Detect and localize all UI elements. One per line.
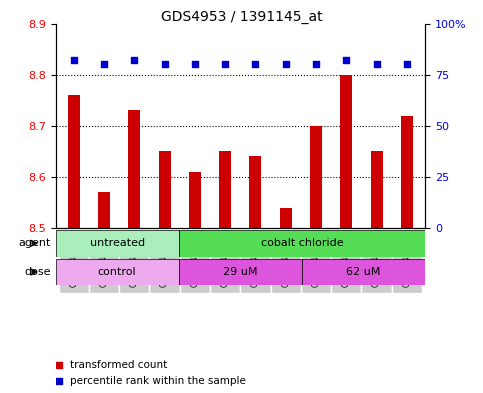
Point: [100, 61, 108, 68]
Text: GSM1240502: GSM1240502: [69, 236, 78, 287]
Bar: [249, 156, 261, 228]
Bar: [310, 126, 322, 228]
Point: [270, 156, 278, 162]
Bar: [361, 230, 392, 293]
Bar: [98, 192, 110, 228]
Text: GSM1240504: GSM1240504: [312, 236, 321, 287]
Bar: [128, 110, 141, 228]
Text: GSM1240506: GSM1240506: [221, 236, 229, 287]
Text: GSM1240513: GSM1240513: [402, 236, 412, 287]
Point: [191, 61, 199, 68]
Text: GSM1240511: GSM1240511: [160, 236, 169, 287]
Point: [70, 57, 78, 64]
Point: [252, 61, 259, 68]
Bar: [119, 230, 149, 293]
Bar: [179, 230, 425, 257]
Text: 62 uM: 62 uM: [346, 267, 381, 277]
Point: [312, 61, 320, 68]
Text: GDS4953 / 1391145_at: GDS4953 / 1391145_at: [161, 10, 322, 24]
Text: control: control: [98, 267, 136, 277]
Bar: [241, 230, 270, 293]
Bar: [270, 230, 301, 293]
Point: [161, 61, 169, 68]
Text: GSM1240503: GSM1240503: [190, 236, 199, 287]
Bar: [56, 230, 179, 257]
Bar: [301, 230, 331, 293]
Bar: [68, 95, 80, 228]
Text: percentile rank within the sample: percentile rank within the sample: [71, 376, 246, 386]
Bar: [58, 230, 89, 293]
Bar: [370, 151, 383, 228]
Bar: [158, 151, 170, 228]
Point: [130, 57, 138, 64]
Text: untreated: untreated: [89, 238, 145, 248]
Bar: [56, 259, 179, 285]
Bar: [180, 230, 210, 293]
Bar: [210, 230, 241, 293]
Text: GSM1240507: GSM1240507: [342, 236, 351, 287]
Bar: [189, 172, 201, 228]
Text: dose: dose: [24, 267, 51, 277]
Point: [403, 61, 411, 68]
Text: GSM1240509: GSM1240509: [251, 236, 260, 287]
Bar: [219, 151, 231, 228]
Point: [270, 299, 278, 305]
Bar: [179, 259, 302, 285]
Text: GSM1240505: GSM1240505: [99, 236, 109, 287]
Point: [373, 61, 381, 68]
Bar: [302, 259, 425, 285]
Point: [221, 61, 229, 68]
Bar: [89, 230, 119, 293]
Text: GSM1240510: GSM1240510: [372, 236, 381, 287]
Point: [342, 57, 350, 64]
Bar: [331, 230, 361, 293]
Text: transformed count: transformed count: [71, 360, 168, 371]
Point: [282, 61, 290, 68]
Text: agent: agent: [18, 238, 51, 248]
Text: 29 uM: 29 uM: [223, 267, 257, 277]
Bar: [401, 116, 413, 228]
Text: cobalt chloride: cobalt chloride: [260, 238, 343, 248]
Text: GSM1240508: GSM1240508: [130, 236, 139, 287]
Bar: [149, 230, 180, 293]
Bar: [280, 208, 292, 228]
Text: GSM1240512: GSM1240512: [281, 236, 290, 287]
Bar: [392, 230, 422, 293]
Bar: [340, 75, 353, 228]
